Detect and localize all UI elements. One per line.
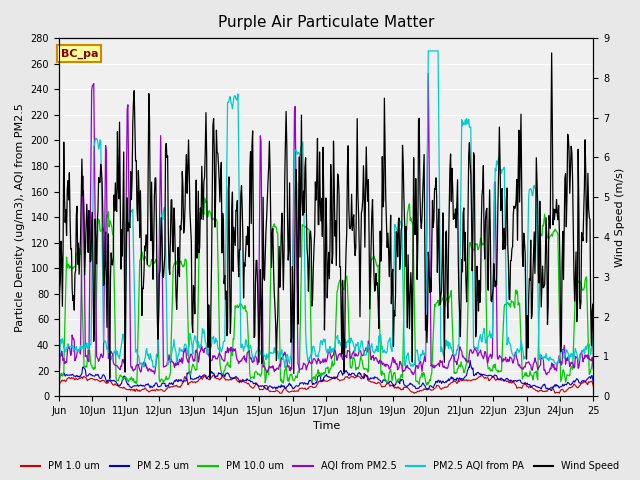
Y-axis label: Particle Density (ug/m3), AQI from PM2.5: Particle Density (ug/m3), AQI from PM2.5	[15, 103, 25, 332]
Text: BC_pa: BC_pa	[61, 48, 98, 59]
Y-axis label: Wind Speed (m/s): Wind Speed (m/s)	[615, 168, 625, 267]
Legend: PM 1.0 um, PM 2.5 um, PM 10.0 um, AQI from PM2.5, PM2.5 AQI from PA, Wind Speed: PM 1.0 um, PM 2.5 um, PM 10.0 um, AQI fr…	[17, 457, 623, 475]
X-axis label: Time: Time	[312, 421, 340, 432]
Title: Purple Air Particulate Matter: Purple Air Particulate Matter	[218, 15, 435, 30]
